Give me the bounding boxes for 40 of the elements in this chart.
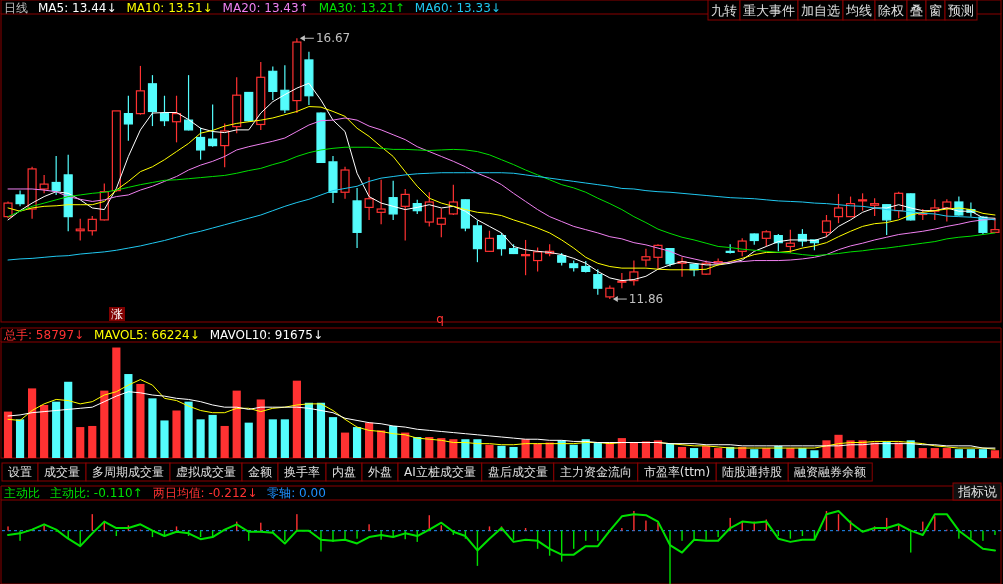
text: 陆股通持股 (722, 465, 783, 479)
text: 成交量 (44, 465, 80, 479)
text: AI立桩成交量 (404, 465, 476, 479)
text: 加自选 (801, 3, 840, 18)
chart-title: 主动比 (4, 486, 40, 500)
text: 主力资金流向 (559, 465, 632, 479)
text: 除权 (878, 3, 904, 18)
text: MA20: 13.43↑ (222, 1, 309, 15)
text: MAVOL10: 91675↓ (209, 328, 324, 342)
text: 多周期成交量 (92, 465, 164, 479)
text: 涨 (111, 307, 123, 321)
text: MA5: 13.44↓ (38, 1, 117, 15)
text: 主动比: -0.110↑ (50, 486, 143, 500)
text: 金额 (248, 465, 272, 479)
text: MA10: 13.51↓ (126, 1, 213, 15)
annotation: 16.67 (315, 31, 351, 46)
text: 换手率 (284, 465, 320, 479)
text: q (436, 312, 444, 326)
text: 内盘 (332, 465, 356, 479)
annotation: 11.86 (628, 292, 664, 307)
text: 窗 (929, 3, 942, 18)
ref-line-label: 零轴: 0.00 (267, 486, 326, 500)
text: 预测 (948, 3, 974, 18)
text: 总手: 58797↓ (3, 328, 85, 342)
chart-title: 日线 (4, 1, 28, 15)
text: 指标说 (957, 484, 997, 499)
text: 叠 (910, 3, 923, 18)
text: 虚拟成交量 (176, 465, 236, 479)
text: MA60: 13.33↓ (414, 1, 501, 15)
text: MAVOL5: 66224↓ (94, 328, 200, 342)
text: 融资融券余额 (794, 465, 867, 479)
text: 盘后成交量 (487, 465, 548, 479)
text: 重大事件 (743, 3, 795, 18)
text: 设置 (8, 465, 32, 479)
text: 九转 (711, 3, 737, 18)
series-label: 两日均值: -0.212↓ (152, 486, 258, 500)
text: 外盘 (368, 465, 392, 479)
text: 均线 (845, 3, 872, 18)
text: 市盈率(ttm) (643, 465, 711, 479)
text: MA30: 13.21↑ (318, 1, 405, 15)
